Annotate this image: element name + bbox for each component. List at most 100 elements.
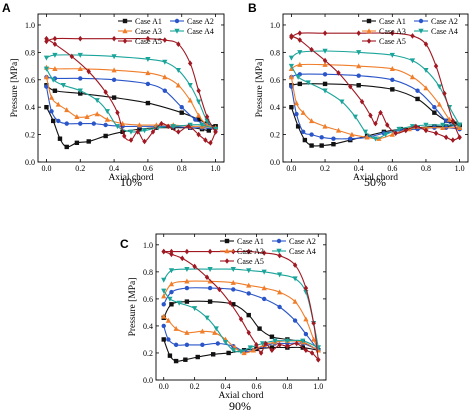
- data-point: [170, 124, 176, 130]
- data-point: [168, 268, 175, 274]
- data-point: [145, 100, 151, 106]
- data-point: [319, 143, 324, 148]
- legend-label: Case A5: [135, 37, 162, 46]
- y-tick-label: 0.8: [270, 48, 280, 57]
- y-tick-label: 1.0: [143, 241, 153, 250]
- data-point: [415, 88, 420, 93]
- panel-letter: A: [2, 1, 11, 15]
- data-point: [56, 118, 61, 124]
- series-line-upper: [163, 268, 319, 348]
- data-point: [356, 50, 362, 56]
- data-point: [390, 30, 395, 36]
- legend-marker: [418, 18, 424, 24]
- data-point: [44, 84, 49, 89]
- data-point: [50, 77, 56, 83]
- data-point: [204, 113, 210, 120]
- data-point: [409, 58, 416, 64]
- data-point: [55, 101, 61, 107]
- data-point: [456, 122, 463, 128]
- data-point: [322, 48, 328, 54]
- data-point: [413, 123, 419, 130]
- legend-label: Case A1: [379, 17, 406, 26]
- legend-label: Case A2: [289, 237, 316, 246]
- data-point: [322, 123, 328, 129]
- data-point: [187, 83, 193, 89]
- chart-panel-c: C 0.0 0.2 0.4 0.6 0.8 1.0 0.0 0.2 0.4 0.6 0.8 1.0 Axi…: [120, 233, 327, 413]
- data-point: [289, 104, 294, 110]
- plot-frame: [37, 13, 225, 163]
- data-point: [77, 66, 83, 72]
- chart-panel-a: A 0.0 0.2 0.4 0.6 0.8 1.0 0.0 0.2 0.4 0.6 0.8 1.0 Axi…: [2, 1, 225, 189]
- data-point: [352, 114, 358, 120]
- data-point: [297, 50, 303, 56]
- x-tick-label: 0.2: [320, 164, 330, 173]
- legend-marker: [224, 238, 230, 244]
- y-tick-label: 0.4: [25, 103, 35, 112]
- y-tick-label: 0.2: [143, 349, 153, 358]
- data-point: [111, 77, 117, 82]
- legend-label: Case A3: [135, 27, 162, 36]
- data-point: [230, 279, 236, 285]
- data-point: [261, 296, 267, 302]
- series-line-upper: [291, 63, 460, 129]
- legend-marker: [122, 28, 128, 34]
- data-point: [77, 88, 83, 94]
- data-point: [432, 104, 437, 110]
- data-point: [74, 113, 80, 119]
- series-case-a5: [161, 248, 321, 363]
- data-point: [161, 248, 166, 255]
- data-point: [261, 269, 267, 275]
- data-point: [263, 340, 268, 347]
- data-point: [111, 54, 117, 60]
- data-point: [206, 128, 211, 133]
- data-point: [142, 138, 147, 145]
- data-point: [246, 291, 251, 296]
- data-point: [57, 136, 63, 141]
- data-point: [183, 357, 188, 362]
- data-point: [238, 349, 244, 355]
- data-point: [166, 337, 171, 342]
- data-point: [450, 137, 456, 143]
- y-tick-label: 1.0: [270, 21, 280, 30]
- data-point: [204, 315, 210, 321]
- legend-marker: [366, 28, 372, 34]
- data-point: [230, 348, 236, 354]
- data-point: [385, 122, 390, 128]
- data-point: [77, 52, 83, 58]
- data-point: [207, 285, 213, 291]
- data-point: [184, 299, 190, 304]
- data-point: [390, 77, 395, 82]
- data-point: [258, 350, 264, 356]
- x-axis-title: Axial chord: [353, 173, 398, 183]
- series-case-a2: [289, 72, 462, 141]
- data-point: [331, 141, 336, 147]
- data-point: [207, 278, 213, 284]
- data-point: [184, 342, 190, 348]
- data-point: [192, 306, 198, 312]
- data-point: [128, 137, 134, 143]
- plot-frame: [155, 233, 327, 381]
- legend-marker: [174, 28, 180, 34]
- legend-label: Case A4: [187, 27, 214, 36]
- y-axis-title: Pressure [MPa]: [255, 59, 265, 118]
- data-point: [49, 109, 54, 114]
- y-axis-title: Pressure [MPa]: [128, 278, 138, 337]
- data-point: [145, 70, 151, 76]
- legend-label: Case A3: [379, 27, 406, 36]
- series-case-a4: [43, 52, 219, 135]
- data-point: [44, 104, 49, 110]
- y-tick-label: 0.8: [25, 48, 35, 57]
- data-point: [196, 117, 201, 122]
- data-point: [294, 111, 299, 117]
- data-point: [78, 121, 83, 126]
- data-point: [348, 83, 353, 90]
- data-point: [173, 342, 179, 348]
- data-point: [443, 134, 449, 141]
- data-point: [187, 97, 193, 103]
- data-point: [311, 320, 316, 327]
- legend-marker: [276, 248, 282, 254]
- data-point: [203, 137, 208, 143]
- x-tick-label: 0.4: [221, 382, 231, 391]
- x-tick-label: 0.8: [177, 164, 187, 173]
- data-point: [261, 285, 267, 291]
